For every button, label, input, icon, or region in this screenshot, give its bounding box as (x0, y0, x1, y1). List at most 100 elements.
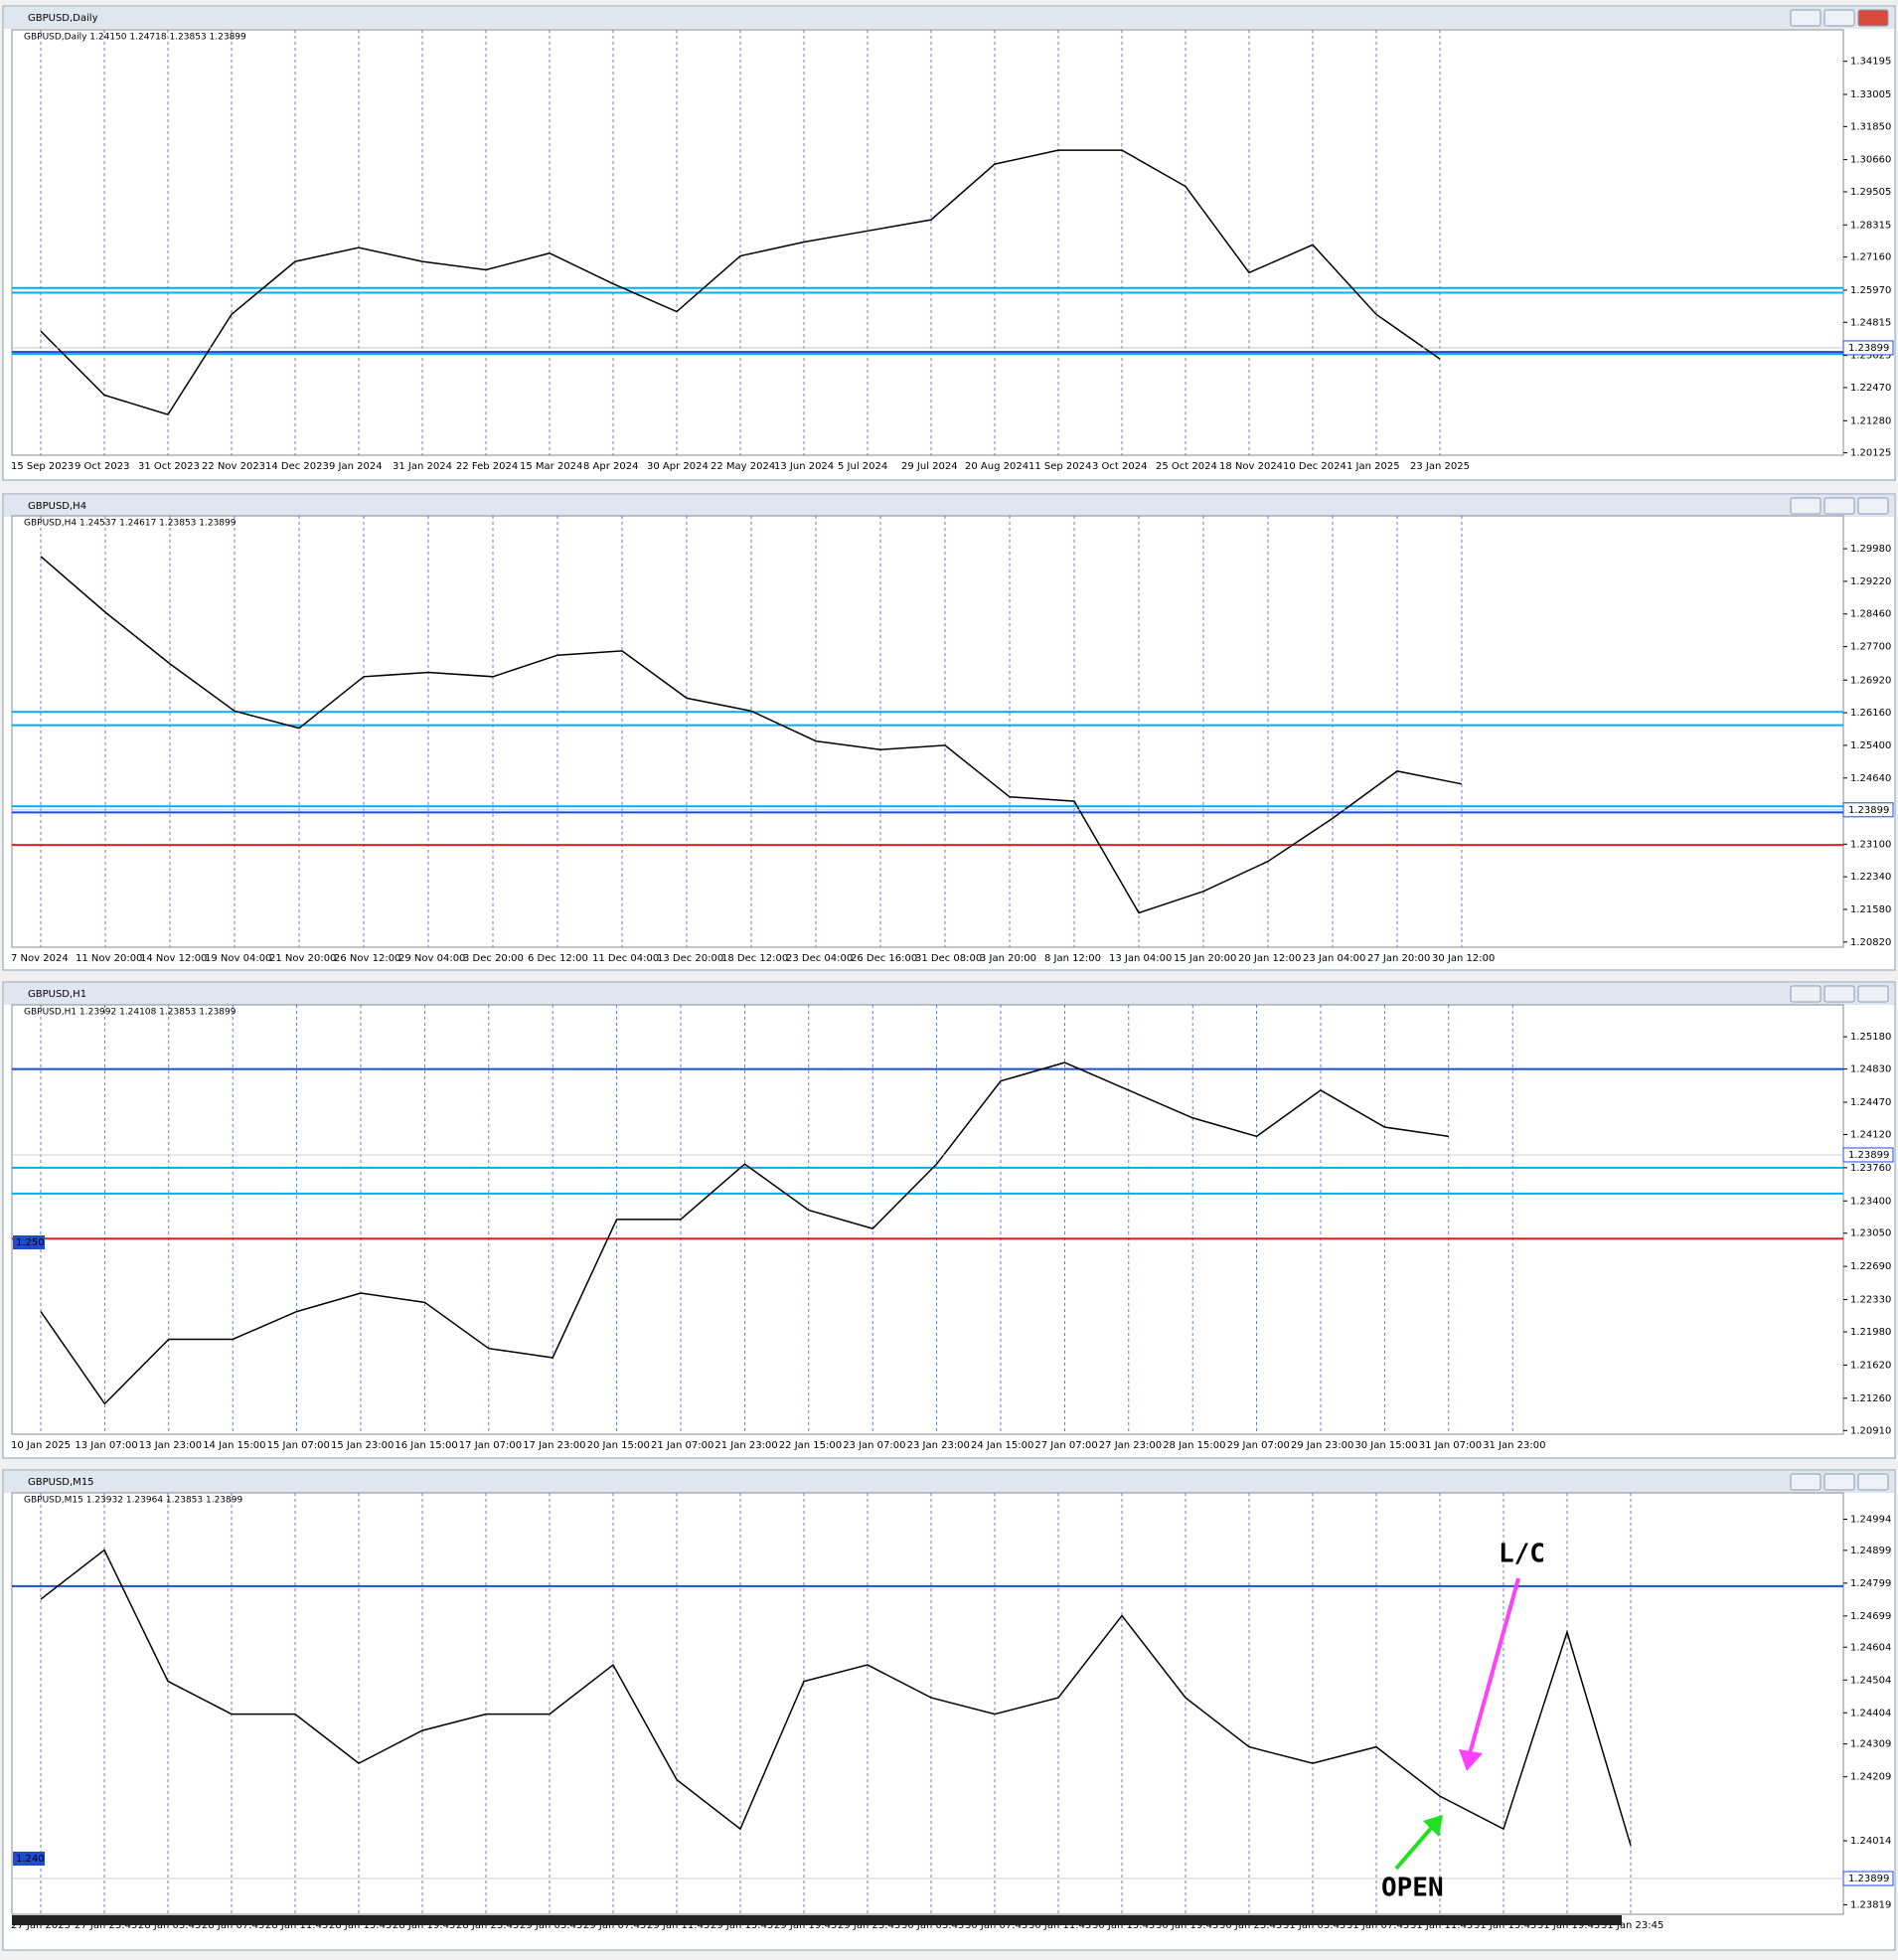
x-tick-label: 11 Sep 2024 (1028, 461, 1091, 472)
x-tick-label: 29 Jan 07:00 (1227, 1440, 1290, 1451)
y-tick-label: 1.24640 (1850, 773, 1891, 784)
x-tick-label: 11 Nov 20:00 (76, 953, 142, 964)
x-tick-label: 29 Jan 23:45 (838, 1920, 900, 1931)
open-arrowhead (1423, 1815, 1443, 1837)
x-tick-label: 29 Jan 07:45 (583, 1920, 646, 1931)
x-tick-label: 28 Jan 19:45 (393, 1920, 455, 1931)
x-tick-label: 31 Jan 07:00 (1419, 1440, 1482, 1451)
chart-info: GBPUSD,Daily 1.24150 1.24718 1.23853 1.2… (24, 33, 246, 43)
maximize-button[interactable] (1823, 9, 1855, 27)
y-tick-label: 1.24470 (1850, 1097, 1891, 1108)
side-label: 1.250 (16, 1237, 45, 1248)
x-tick-label: 28 Jan 15:45 (329, 1920, 392, 1931)
side-label-box (13, 1235, 45, 1249)
x-tick-label: 3 Jan 20:00 (980, 953, 1036, 964)
maximize-button[interactable] (1823, 497, 1855, 515)
y-tick-label: 1.27160 (1850, 252, 1891, 263)
x-tick-label: 24 Jan 15:00 (971, 1440, 1033, 1451)
close-button[interactable] (1857, 497, 1889, 515)
x-tick-label: 30 Jan 12:00 (1432, 953, 1495, 964)
annotation: L/C (1499, 1540, 1545, 1569)
x-tick-label: 10 Dec 2024 (1283, 461, 1346, 472)
x-tick-label: 18 Nov 2024 (1219, 461, 1283, 472)
y-tick-label: 1.33005 (1850, 89, 1891, 100)
maximize-button[interactable] (1823, 1473, 1855, 1491)
plot-area (11, 29, 1844, 456)
x-tick-label: 14 Dec 2023 (265, 461, 329, 472)
minimize-button[interactable] (1790, 1473, 1821, 1491)
x-tick-label: 31 Jan 2024 (393, 461, 452, 472)
close-button[interactable] (1857, 9, 1889, 27)
x-tick-label: 26 Nov 12:00 (334, 953, 400, 964)
x-tick-label: 20 Jan 12:00 (1238, 953, 1301, 964)
y-tick-label: 1.29220 (1850, 576, 1891, 587)
title-bar (4, 1471, 1894, 1493)
y-tick-label: 1.26920 (1850, 675, 1891, 686)
bid-label: 1.23899 (1848, 1150, 1889, 1161)
side-label-box (13, 1852, 45, 1866)
close-button[interactable] (1857, 1473, 1889, 1491)
y-tick-label: 1.21980 (1850, 1327, 1891, 1338)
x-tick-label: 3 Oct 2024 (1092, 461, 1147, 472)
x-tick-label: 28 Jan 11:45 (265, 1920, 328, 1931)
y-tick-label: 1.29505 (1850, 187, 1891, 198)
minimize-button[interactable] (1790, 9, 1821, 27)
maximize-button[interactable] (1823, 985, 1855, 1003)
y-tick-label: 1.25970 (1850, 285, 1891, 296)
x-tick-label: 15 Mar 2024 (520, 461, 582, 472)
minimize-button[interactable] (1790, 497, 1821, 515)
title-bar (4, 7, 1894, 29)
y-tick-label: 1.31850 (1850, 121, 1891, 132)
x-tick-label: 30 Jan 15:00 (1354, 1440, 1417, 1451)
y-tick-label: 1.23050 (1850, 1228, 1891, 1239)
bid-label: 1.23899 (1848, 343, 1889, 354)
lc-arrow (1467, 1577, 1520, 1758)
x-tick-label: 29 Jan 11:45 (647, 1920, 710, 1931)
x-tick-label: 20 Aug 2024 (965, 461, 1028, 472)
y-tick-label: 1.22340 (1850, 872, 1891, 883)
x-tick-label: 22 May 2024 (711, 461, 775, 472)
y-tick-label: 1.22330 (1850, 1295, 1891, 1306)
price-line (40, 1062, 1449, 1405)
y-tick-label: 1.21580 (1850, 904, 1891, 915)
x-tick-label: 29 Jan 03:45 (520, 1920, 582, 1931)
x-tick-label: 28 Jan 07:45 (202, 1920, 264, 1931)
y-tick-label: 1.24899 (1850, 1546, 1891, 1556)
x-tick-label: 19 Nov 04:00 (205, 953, 271, 964)
x-tick-label: 21 Jan 07:00 (651, 1440, 713, 1451)
x-tick-label: 22 Nov 2023 (202, 461, 265, 472)
y-tick-label: 1.23625 (1850, 351, 1891, 362)
y-tick-label: 1.20910 (1850, 1425, 1891, 1436)
x-tick-label: 13 Dec 20:00 (657, 953, 723, 964)
x-tick-label: 23 Dec 04:00 (786, 953, 853, 964)
x-tick-label: 13 Jan 07:00 (75, 1440, 137, 1451)
x-tick-label: 20 Jan 15:00 (587, 1440, 650, 1451)
x-tick-label: 31 Jan 11:45 (1410, 1920, 1473, 1931)
y-tick-label: 1.24994 (1850, 1514, 1891, 1525)
y-tick-label: 1.24309 (1850, 1739, 1891, 1750)
session-strip (12, 1915, 1622, 1925)
y-tick-label: 1.21260 (1850, 1393, 1891, 1404)
x-tick-label: 29 Nov 04:00 (398, 953, 465, 964)
x-tick-label: 26 Dec 16:00 (851, 953, 917, 964)
minimize-button[interactable] (1790, 985, 1821, 1003)
x-tick-label: 29 Jan 23:00 (1291, 1440, 1353, 1451)
x-tick-label: 27 Jan 23:45 (75, 1920, 137, 1931)
x-tick-label: 15 Sep 2023 (11, 461, 74, 472)
x-tick-label: 14 Nov 12:00 (140, 953, 207, 964)
close-button[interactable] (1857, 985, 1889, 1003)
x-tick-label: 10 Jan 2025 (11, 1440, 71, 1451)
y-tick-label: 1.24815 (1850, 317, 1891, 328)
x-tick-label: 11 Dec 04:00 (592, 953, 659, 964)
x-tick-label: 29 Jan 19:45 (774, 1920, 837, 1931)
price-line (40, 556, 1463, 914)
x-tick-label: 27 Jan 20:00 (1367, 953, 1430, 964)
y-tick-label: 1.24699 (1850, 1611, 1891, 1622)
y-tick-label: 1.20125 (1850, 448, 1891, 459)
chart-info: GBPUSD,H1 1.23992 1.24108 1.23853 1.2389… (24, 1008, 237, 1018)
y-tick-label: 1.34195 (1850, 57, 1891, 68)
x-tick-label: 29 Jan 15:45 (711, 1920, 773, 1931)
x-tick-label: 31 Jan 19:45 (1537, 1920, 1600, 1931)
x-tick-label: 31 Jan 03:45 (1283, 1920, 1345, 1931)
y-tick-label: 1.23100 (1850, 839, 1891, 850)
